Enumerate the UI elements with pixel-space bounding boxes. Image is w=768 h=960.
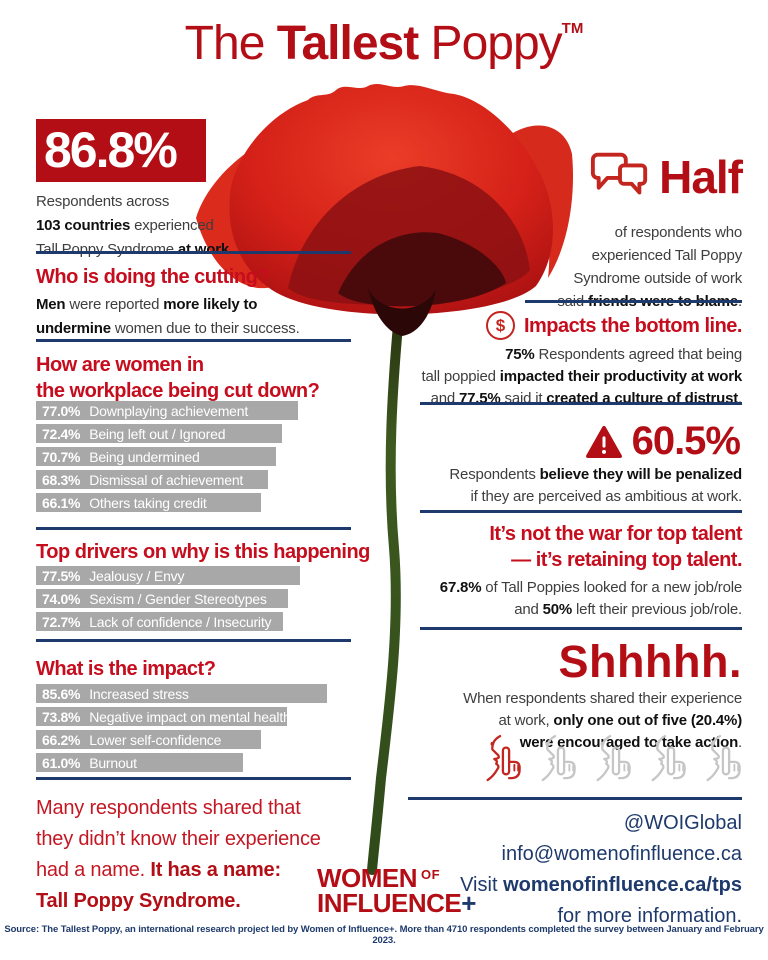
section-heading-how: How are women in the workplace being cut… xyxy=(36,354,320,402)
divider xyxy=(408,797,742,800)
bar-chart-drivers: 77.5% Jealousy / Envy 74.0% Sexism / Gender… xyxy=(36,566,300,635)
shh-face-icon xyxy=(596,734,631,782)
bar-row: 61.0% Burnout xyxy=(36,753,243,772)
bar-value: 77.5% xyxy=(42,567,81,584)
bar-label: Increased stress xyxy=(89,685,189,702)
contact-info: @WOIGlobal info@womenofinfluence.ca Visi… xyxy=(460,812,742,927)
bar-row: 68.3% Dismissal of achievement xyxy=(36,470,268,489)
shh-face-icon xyxy=(541,734,576,782)
speech-bubbles-icon xyxy=(591,152,648,195)
bar-label: Being left out / Ignored xyxy=(89,425,226,442)
bar-value: 68.3% xyxy=(42,471,81,488)
dollar-circle-icon: $ xyxy=(485,311,515,340)
poppy-base xyxy=(368,288,436,336)
shh-word: Shhhhh. xyxy=(558,636,742,687)
bar-label: Jealousy / Envy xyxy=(89,567,185,584)
bar-value: 61.0% xyxy=(42,754,81,771)
half-description: of respondents who experienced Tall Popp… xyxy=(557,224,742,310)
bar-label: Lack of confidence / Insecurity xyxy=(89,613,272,630)
bar-chart-how: 77.0% Downplaying achievement 72.4% Being l… xyxy=(36,401,298,516)
section-heading-drivers: Top drivers on why is this happening xyxy=(36,541,370,563)
bar-label: Downplaying achievement xyxy=(89,402,249,419)
bar-label: Sexism / Gender Stereotypes xyxy=(89,590,267,607)
divider xyxy=(420,510,742,513)
page-title: The Tallest PoppyTM xyxy=(0,16,768,71)
divider xyxy=(420,627,742,630)
bar-label: Others taking credit xyxy=(89,494,207,511)
section-body-who: Men were reported more likely to undermi… xyxy=(36,296,300,337)
bar-row: 72.4% Being left out / Ignored xyxy=(36,424,282,443)
bottom-line-description: 75% Respondents agreed that being tall p… xyxy=(421,346,742,407)
bar-label: Being undermined xyxy=(89,448,200,465)
bar-value: 70.7% xyxy=(42,448,81,465)
section-heading-talent: It’s not the war for top talent — it’s r… xyxy=(489,523,742,571)
divider xyxy=(36,639,351,642)
poppy-stem xyxy=(367,298,405,875)
penalized-stat-row: 60.5% xyxy=(585,419,741,464)
stat-868-value: 86.8% xyxy=(44,122,178,178)
divider xyxy=(36,527,351,530)
half-stat: Half xyxy=(589,150,743,204)
logo-plus: + xyxy=(461,888,476,918)
bar-label: Burnout xyxy=(89,754,137,771)
bar-row: 77.5% Jealousy / Envy xyxy=(36,566,300,585)
bar-row: 73.8% Negative impact on mental health xyxy=(36,707,291,726)
bar-row: 72.7% Lack of confidence / Insecurity xyxy=(36,612,283,631)
bar-label: Negative impact on mental health xyxy=(89,708,291,725)
shh-icons-row xyxy=(480,733,742,787)
shh-face-icon xyxy=(706,734,741,782)
shh-face-icon xyxy=(651,734,686,782)
bar-label: Lower self-confidence xyxy=(89,731,222,748)
title-bold: Tallest xyxy=(276,17,419,70)
bar-row: 74.0% Sexism / Gender Stereotypes xyxy=(36,589,288,608)
trademark-symbol: TM xyxy=(561,20,584,37)
bar-value: 72.7% xyxy=(42,613,81,630)
bar-row: 66.2% Lower self-confidence xyxy=(36,730,261,749)
logo-influence: INFLUENCE xyxy=(317,888,462,918)
bar-value: 77.0% xyxy=(42,402,81,419)
bar-row: 66.1% Others taking credit xyxy=(36,493,261,512)
bottom-line-heading-row: $ Impacts the bottom line. xyxy=(485,311,743,340)
bar-value: 85.6% xyxy=(42,685,81,702)
half-word: Half xyxy=(659,151,743,203)
divider xyxy=(420,402,742,405)
bar-label: Dismissal of achievement xyxy=(89,471,244,488)
bar-value: 73.8% xyxy=(42,708,81,725)
bar-value: 66.1% xyxy=(42,494,81,511)
bar-row: 70.7% Being undermined xyxy=(36,447,276,466)
logo-women: WOMEN xyxy=(317,863,418,893)
poppy-petal xyxy=(508,125,573,278)
source-note: Source: The Tallest Poppy, an internatio… xyxy=(4,924,764,946)
divider xyxy=(36,339,351,342)
bar-chart-impact: 85.6% Increased stress 73.8% Negative impac… xyxy=(36,684,327,776)
section-heading-bottom-line: Impacts the bottom line. xyxy=(523,314,743,337)
poppy-flower-image xyxy=(196,84,573,875)
women-of-influence-logo: WOMEN OF INFLUENCE+ xyxy=(317,862,476,916)
title-post: Poppy xyxy=(418,17,563,70)
divider xyxy=(36,251,351,254)
bar-value: 66.2% xyxy=(42,731,81,748)
talent-description: 67.8% of Tall Poppies looked for a new j… xyxy=(439,579,742,618)
logo-of: OF xyxy=(421,867,441,882)
bar-row: 85.6% Increased stress xyxy=(36,684,327,703)
title-pre: The xyxy=(184,17,277,70)
warning-triangle-icon xyxy=(585,425,622,458)
penalized-value: 60.5% xyxy=(631,419,741,463)
divider xyxy=(525,300,742,303)
stat-868-block: 86.8% xyxy=(36,119,206,182)
section-heading-who: Who is doing the cutting? xyxy=(36,266,270,288)
poppy-petal-shadow xyxy=(338,232,506,307)
closing-statement: Many respondents shared that they didn’t… xyxy=(36,797,321,912)
shh-face-icon xyxy=(486,734,521,782)
bar-row: 77.0% Downplaying achievement xyxy=(36,401,298,420)
bar-value: 72.4% xyxy=(42,425,81,442)
section-heading-impact: What is the impact? xyxy=(36,658,216,680)
penalized-description: Respondents believe they will be penaliz… xyxy=(449,466,742,505)
bar-value: 74.0% xyxy=(42,590,81,607)
divider xyxy=(36,777,351,780)
